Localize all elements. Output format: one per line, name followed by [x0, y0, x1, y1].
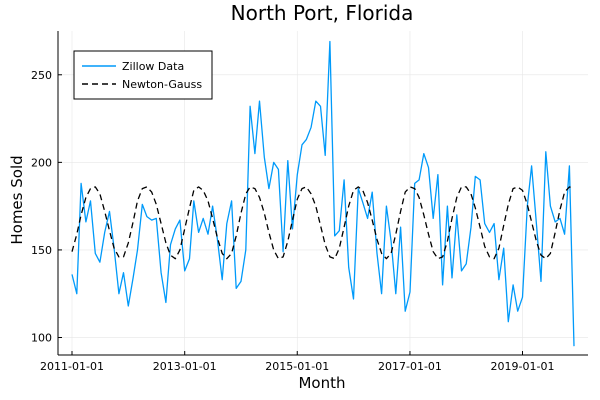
legend-box [73, 50, 213, 100]
y-tick-label: 100 [31, 331, 52, 344]
axis-ticks: 2011-01-01 2013-01-01 2015-01-01 2017-01-01… [31, 69, 554, 373]
x-tick-label: 2011-01-01 [40, 360, 104, 373]
chart-title: North Port, Florida [231, 1, 414, 25]
plot-frame [57, 31, 588, 356]
x-tick-label: 2017-01-01 [378, 360, 442, 373]
y-tick-label: 150 [31, 244, 52, 257]
series-lines [71, 40, 575, 347]
y-axis-label: Homes Sold [8, 155, 26, 244]
x-tick-label: 2019-01-01 [491, 360, 555, 373]
x-tick-label: 2015-01-01 [265, 360, 329, 373]
legend-label-newton: Newton-Gauss [122, 78, 202, 91]
y-tick-label: 250 [31, 69, 52, 82]
x-axis-label: Month [298, 374, 345, 392]
series-line-newton-gauss [71, 186, 575, 260]
y-tick-label: 200 [31, 156, 52, 169]
x-tick-label: 2013-01-01 [153, 360, 217, 373]
legend-label-zillow: Zillow Data [122, 60, 184, 73]
legend: Zillow Data Newton-Gauss [73, 50, 213, 100]
series-line-zillow-data [71, 40, 575, 347]
